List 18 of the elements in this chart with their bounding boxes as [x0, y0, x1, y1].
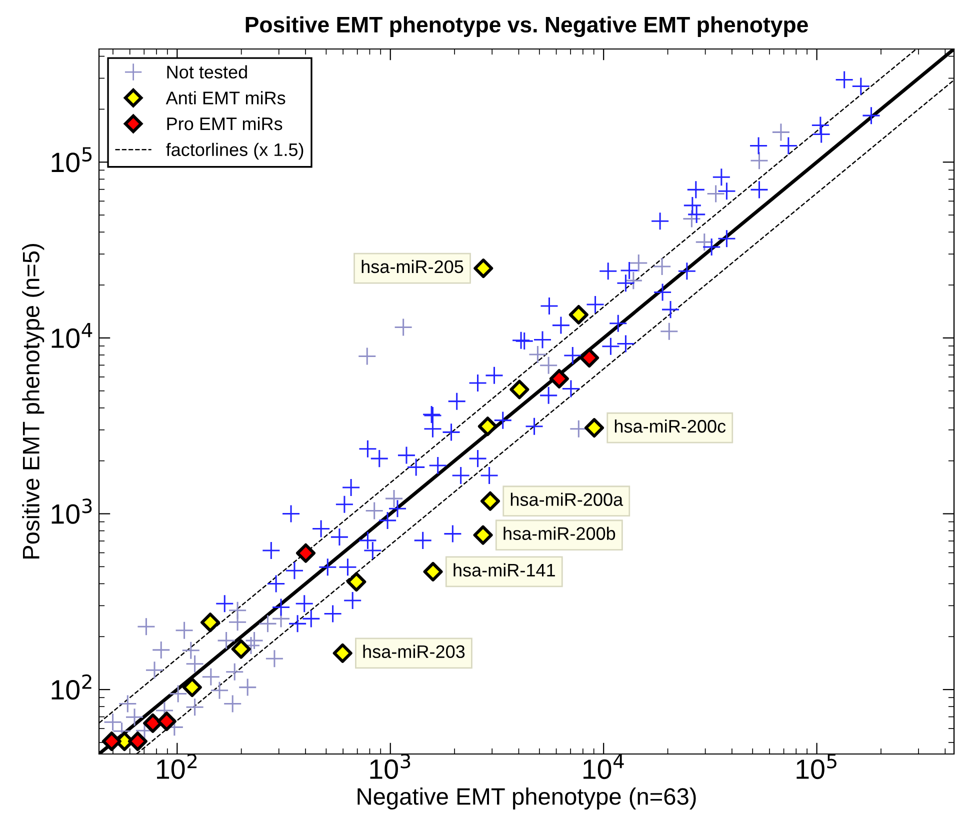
annotation: hsa-miR-205	[362, 260, 464, 274]
annotation: hsa-miR-141	[454, 563, 555, 577]
y-tick-label: 10$^{3}$	[52, 498, 92, 524]
legend-label: Pro EMT miRs	[167, 116, 282, 130]
chart-title: Positive EMT phenotype vs. Negative EMT phenotype	[246, 16, 808, 38]
y-tick-label: 10$^{2}$	[52, 674, 92, 700]
x-axis-title: Negative EMT phenotype (n=63)	[358, 788, 696, 810]
annotation: hsa-miR-200a	[510, 492, 624, 506]
annotation: hsa-miR-203	[363, 644, 465, 658]
x-tick-label: 10$^{4}$	[583, 754, 624, 780]
legend-label: Anti EMT miRs	[166, 91, 286, 104]
legend-label: factorlines (x 1.5)	[166, 142, 304, 160]
legend-label: Not tested	[167, 65, 247, 79]
y-tick-label: 10$^{5}$	[52, 147, 92, 172]
annotation: hsa-miR-200c	[614, 419, 726, 433]
y-axis-title: Positive EMT phenotype (n=5)	[22, 244, 44, 558]
y-tick-label: 10$^{4}$	[52, 323, 92, 348]
annotation: hsa-miR-200b	[504, 526, 616, 540]
